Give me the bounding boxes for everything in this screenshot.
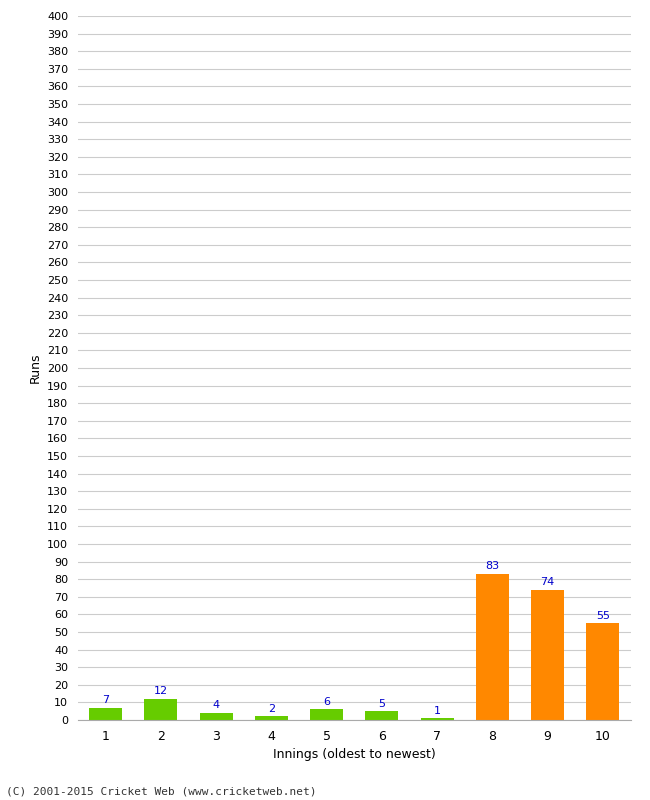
Bar	[421, 718, 454, 720]
Text: 55: 55	[596, 610, 610, 621]
Text: 2: 2	[268, 704, 275, 714]
Bar	[144, 699, 177, 720]
Text: 1: 1	[434, 706, 441, 715]
Bar	[476, 574, 509, 720]
Bar	[365, 711, 398, 720]
Bar	[255, 717, 288, 720]
Bar	[200, 713, 233, 720]
Bar	[586, 623, 619, 720]
Bar	[89, 708, 122, 720]
Text: 5: 5	[378, 698, 385, 709]
Text: 6: 6	[323, 697, 330, 707]
Y-axis label: Runs: Runs	[29, 353, 42, 383]
Text: 83: 83	[486, 562, 499, 571]
Bar	[310, 710, 343, 720]
Text: 12: 12	[154, 686, 168, 696]
Text: 7: 7	[102, 695, 109, 705]
Bar	[531, 590, 564, 720]
Text: 4: 4	[213, 700, 220, 710]
Text: (C) 2001-2015 Cricket Web (www.cricketweb.net): (C) 2001-2015 Cricket Web (www.cricketwe…	[6, 786, 317, 796]
X-axis label: Innings (oldest to newest): Innings (oldest to newest)	[273, 748, 436, 762]
Text: 74: 74	[541, 577, 554, 587]
